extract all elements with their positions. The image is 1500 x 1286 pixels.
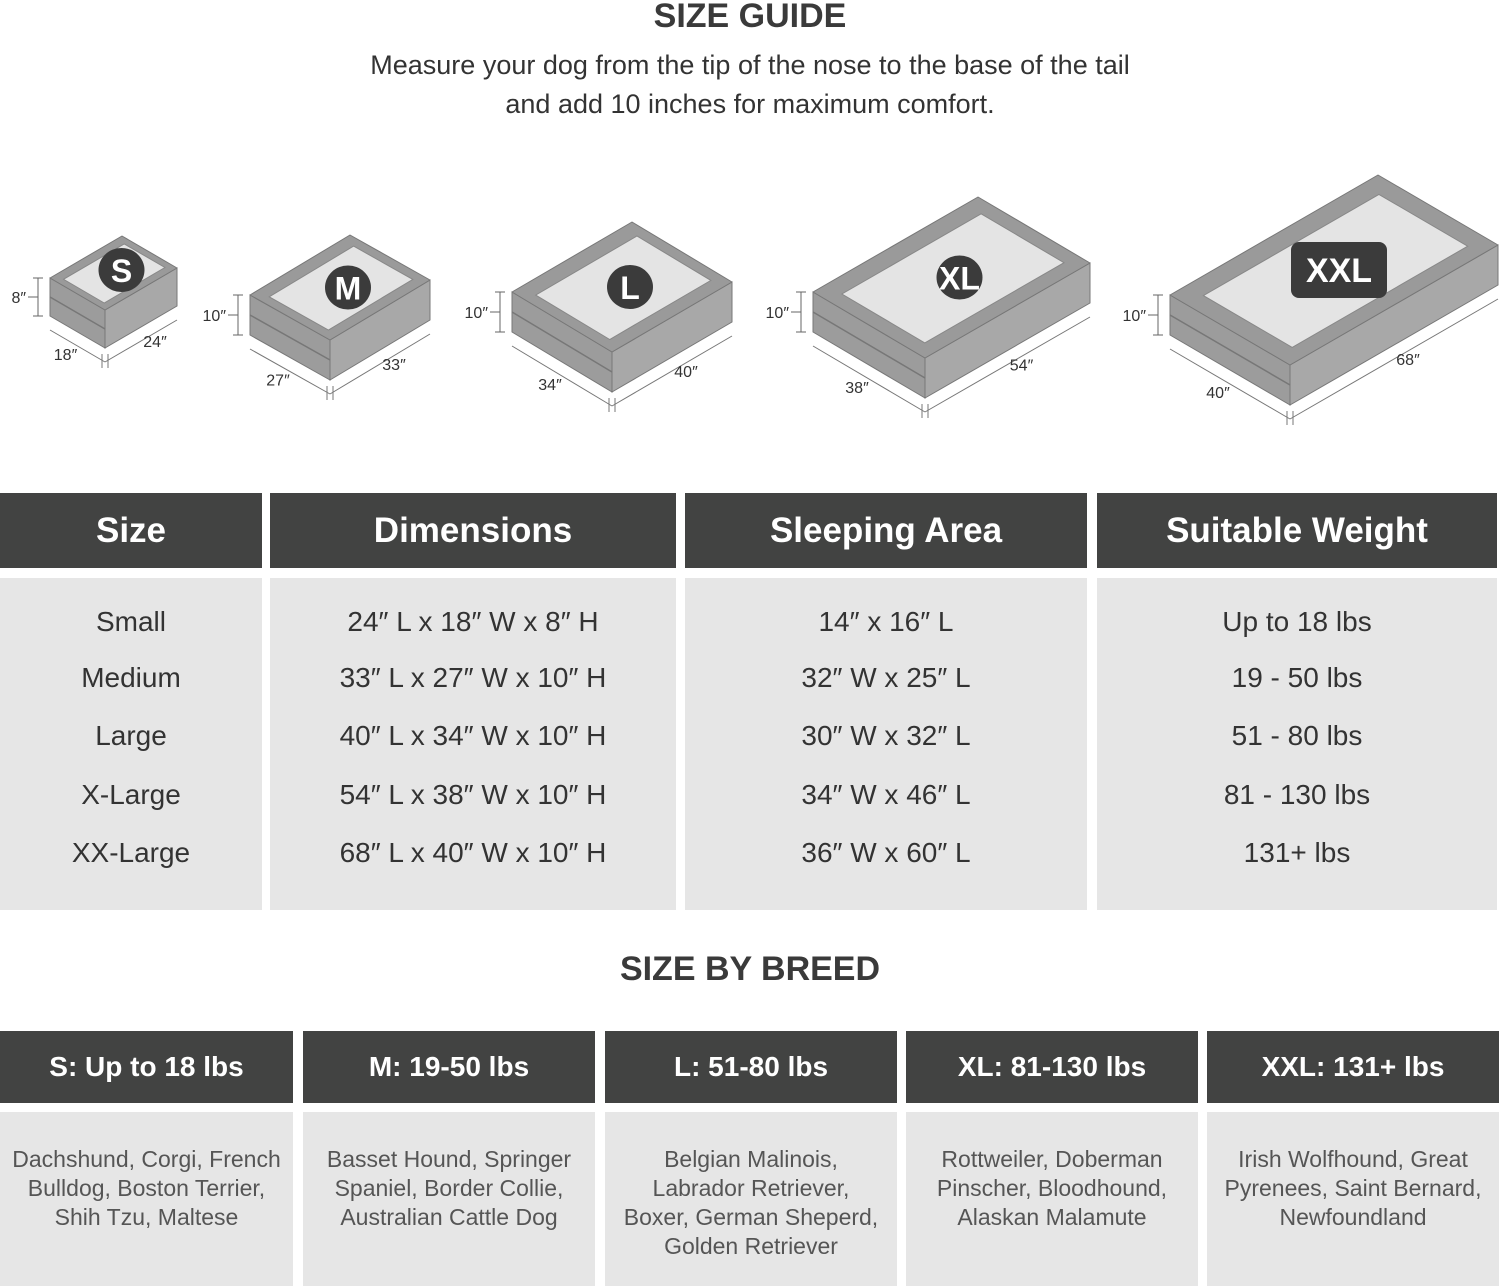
size-badge — [1291, 242, 1387, 298]
width-label: 27″ — [266, 373, 290, 390]
height-label: 8″ — [11, 290, 26, 307]
breed-list-s: Dachshund, Corgi, French Bulldog, Boston … — [0, 1112, 293, 1286]
breed-line: Pinscher, Bloodhound, — [936, 1175, 1168, 1201]
table-cell: 40″ L x 34″ W x 10″ H — [339, 720, 607, 751]
breed-header-xxl: XXL: 131+ lbs — [1207, 1031, 1499, 1103]
column-dimensions: 24″ L x 18″ W x 8″ H 33″ L x 27″ W x 10″ … — [270, 578, 676, 910]
breed-line: Labrador Retriever, — [652, 1175, 850, 1201]
breed-header-xl: XL: 81-130 lbs — [906, 1031, 1198, 1103]
size-badge — [607, 265, 653, 309]
size-badge-label: M — [335, 271, 362, 307]
table-cell: 30″ W x 32″ L — [801, 720, 971, 751]
breed-line: Alaskan Malamute — [957, 1204, 1147, 1230]
length-label: 68″ — [1396, 352, 1420, 369]
breed-line: Dachshund, Corgi, French — [12, 1146, 281, 1172]
height-label: 10″ — [1123, 308, 1147, 325]
bed-s: S 8″ 18″ 24″ — [11, 235, 178, 368]
header-size: Size — [0, 493, 262, 568]
size-badge — [325, 265, 371, 310]
table-cell: 131+ lbs — [1243, 837, 1351, 868]
table-cell: 68″ L x 40″ W x 10″ H — [339, 837, 607, 868]
table-cell: Large — [95, 720, 167, 751]
breed-line: Pyrenees, Saint Bernard, — [1224, 1175, 1482, 1201]
height-label: 10″ — [203, 308, 227, 325]
breed-list-m: Basset Hound, Springer Spaniel, Border Co… — [303, 1112, 595, 1286]
bed-xxl: XXL 10″ 40″ 68″ — [1123, 174, 1499, 425]
size-by-breed-title: SIZE BY BREED — [619, 950, 881, 988]
width-label: 40″ — [1206, 385, 1230, 402]
bed-l: L 10″ 34″ 40″ — [465, 221, 733, 412]
table-cell: 36″ W x 60″ L — [801, 837, 971, 868]
breed-line: Shih Tzu, Maltese — [54, 1204, 239, 1230]
breed-list-l: Belgian Malinois, Labrador Retriever, Boxe… — [605, 1112, 897, 1286]
length-label: 24″ — [143, 334, 167, 351]
column-suitable-weight: Up to 18 lbs 19 - 50 lbs 51 - 80 lbs 81 - 1… — [1097, 578, 1497, 910]
header-sleeping-area: Sleeping Area — [685, 493, 1087, 568]
length-label: 33″ — [382, 357, 406, 374]
width-label: 34″ — [538, 377, 562, 394]
size-guide-subtitle-line1: Measure your dog from the tip of the nos… — [370, 50, 1130, 80]
table-cell: 14″ x 16″ L — [818, 606, 954, 637]
length-label: 40″ — [674, 364, 698, 381]
bed-size-illustrations: S 8″ 18″ 24″ M 10″ 27″ 33″ L 10″ 34″ 40″ XL 10″ 38″ 54″… — [11, 174, 1499, 425]
breed-line: Australian Cattle Dog — [340, 1204, 558, 1230]
table-cell: 32″ W x 25″ L — [801, 662, 971, 693]
breed-line: Spaniel, Border Collie, — [334, 1175, 564, 1201]
column-size: Small Medium Large X-Large XX-Large — [0, 578, 262, 910]
table-cell: 24″ L x 18″ W x 8″ H — [347, 606, 599, 637]
table-cell: X-Large — [81, 779, 181, 810]
header-suitable-weight: Suitable Weight — [1097, 493, 1497, 568]
width-label: 38″ — [845, 380, 869, 397]
size-badge-label: S — [111, 253, 132, 289]
height-label: 10″ — [465, 305, 489, 322]
breed-header-s: S: Up to 18 lbs — [0, 1031, 293, 1103]
breed-list-xl: Rottweiler, Doberman Pinscher, Bloodhound… — [906, 1112, 1198, 1286]
table-cell: Up to 18 lbs — [1222, 606, 1372, 637]
size-badge-label: L — [620, 270, 640, 306]
breed-line: Belgian Malinois, — [664, 1146, 838, 1172]
table-cell: Medium — [81, 662, 181, 693]
breed-line: Basset Hound, Springer — [326, 1146, 572, 1172]
breed-line: Irish Wolfhound, Great — [1238, 1146, 1468, 1172]
table-cell: 81 - 130 lbs — [1223, 779, 1371, 810]
size-badge-label: XL — [939, 261, 980, 297]
bed-m: M 10″ 27″ 33″ — [203, 234, 431, 400]
breed-header-m: M: 19-50 lbs — [303, 1031, 595, 1103]
height-label: 10″ — [766, 305, 790, 322]
table-cell: XX-Large — [71, 837, 191, 868]
table-cell: 51 - 80 lbs — [1231, 720, 1363, 751]
breed-header-l: L: 51-80 lbs — [605, 1031, 897, 1103]
table-cell: 54″ L x 38″ W x 10″ H — [339, 779, 607, 810]
table-cell: 19 - 50 lbs — [1231, 662, 1363, 693]
breed-line: Newfoundland — [1279, 1204, 1427, 1230]
breed-list-xxl: Irish Wolfhound, Great Pyrenees, Saint Be… — [1207, 1112, 1499, 1286]
size-badge — [936, 255, 983, 300]
header-dimensions: Dimensions — [270, 493, 676, 568]
length-label: 54″ — [1010, 358, 1034, 375]
breed-line: Rottweiler, Doberman — [941, 1146, 1163, 1172]
table-cell: 33″ L x 27″ W x 10″ H — [339, 662, 607, 693]
table-cell: Small — [95, 606, 166, 637]
table-cell: 34″ W x 46″ L — [801, 779, 971, 810]
column-sleeping-area: 14″ x 16″ L 32″ W x 25″ L 30″ W x 32″ L 34″… — [685, 578, 1087, 910]
width-label: 18″ — [54, 347, 78, 364]
breed-line: Golden Retriever — [664, 1233, 838, 1259]
size-guide-subtitle-line2: and add 10 inches for maximum comfort. — [505, 89, 995, 119]
bed-xl: XL 10″ 38″ 54″ — [766, 196, 1091, 418]
size-guide-title: SIZE GUIDE — [653, 0, 847, 35]
breed-line: Boxer, German Sheperd, — [623, 1204, 879, 1230]
size-badge-label: XXL — [1306, 252, 1372, 290]
size-badge — [98, 248, 145, 292]
breed-line: Bulldog, Boston Terrier, — [27, 1175, 266, 1201]
